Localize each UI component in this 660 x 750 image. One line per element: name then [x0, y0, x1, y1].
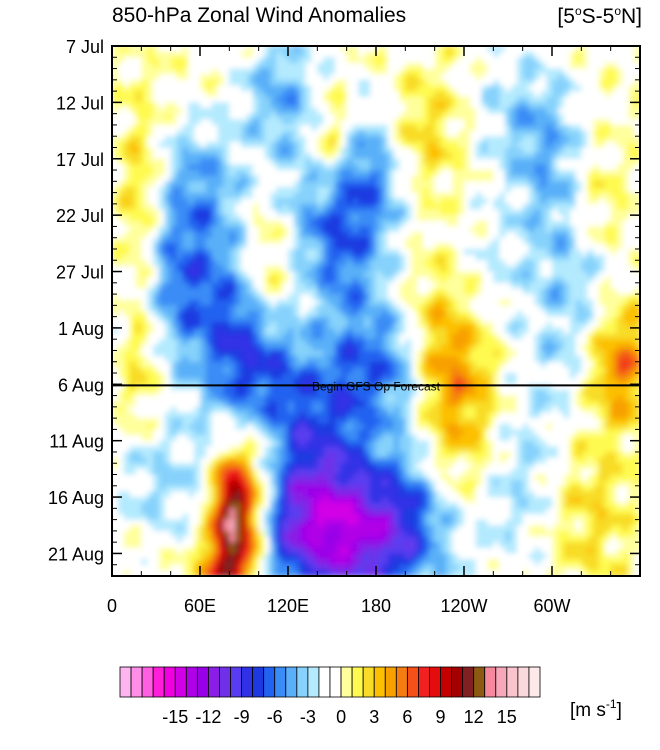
colorbar-swatch [296, 666, 309, 698]
y-tick-label: 11 Aug [49, 432, 104, 452]
colorbar-swatch [440, 666, 452, 698]
colorbar-swatch [130, 666, 143, 698]
colorbar-swatch [329, 666, 342, 698]
y-tick-label: 1 Aug [58, 319, 104, 339]
y-tick-label: 12 Jul [56, 93, 104, 113]
y-tick-label: 17 Jul [56, 150, 104, 170]
colorbar-swatch [152, 666, 165, 698]
colorbar-swatch [340, 666, 353, 698]
y-tick-label: 6 Aug [58, 375, 104, 395]
colorbar-swatch [263, 666, 276, 698]
colorbar-swatch [230, 666, 242, 698]
x-tick-label: 180 [361, 596, 391, 616]
colorbar-swatch [517, 666, 530, 698]
colorbar-swatch [241, 666, 254, 698]
colorbar-swatch [351, 666, 364, 698]
colorbar-swatch [285, 666, 298, 698]
forecast-label: Begin GFS Op Forecast [312, 379, 441, 393]
colorbar-tick-label: 3 [369, 707, 379, 727]
colorbar [119, 666, 541, 698]
y-tick-label: 16 Aug [48, 488, 104, 508]
colorbar-swatch [185, 666, 198, 698]
colorbar-swatch [141, 666, 154, 698]
x-tick-label: 0 [107, 596, 117, 616]
y-tick-label: 21 Aug [48, 544, 104, 564]
y-tick-label: 7 Jul [66, 37, 104, 57]
x-tick-label: 120E [267, 596, 309, 616]
x-axis: 0 60E 120E 180 120W 60W [107, 46, 641, 616]
colorbar-tick-label: -6 [267, 707, 283, 727]
colorbar-tick-label: -15 [162, 707, 188, 727]
colorbar-tick-label: -12 [195, 707, 221, 727]
colorbar-swatch [373, 666, 386, 698]
colorbar-swatch [395, 666, 408, 698]
colorbar-swatch [163, 666, 176, 698]
colorbar-swatch [362, 666, 375, 698]
colorbar-swatch [196, 666, 209, 698]
y-tick-label: 27 Jul [56, 263, 104, 283]
y-tick-label: 22 Jul [56, 206, 104, 226]
y-axis: 7 Jul 12 Jul 17 Jul 22 Jul 27 Jul 1 Aug 6 Aug 1… [48, 37, 640, 577]
colorbar-swatch [252, 666, 265, 698]
colorbar-swatch [274, 666, 287, 698]
x-tick-label: 60W [533, 596, 570, 616]
colorbar-units: [m s-1] [570, 697, 622, 721]
chart-title: 850-hPa Zonal Wind Anomalies [112, 4, 407, 27]
anomaly-field [112, 46, 640, 576]
colorbar-swatch [307, 666, 320, 698]
colorbar-swatch [208, 666, 220, 698]
colorbar-swatch [384, 666, 397, 698]
colorbar-tick-label: 9 [435, 707, 445, 727]
colorbar-swatch [318, 666, 331, 698]
colorbar-swatch [174, 666, 187, 698]
x-tick-label: 120W [440, 596, 487, 616]
colorbar-swatch [484, 666, 497, 698]
colorbar-tick-label: -9 [234, 707, 250, 727]
colorbar-swatch [406, 666, 419, 698]
colorbar-swatch [451, 666, 464, 698]
colorbar-swatch [429, 666, 441, 698]
colorbar-swatch [506, 666, 519, 698]
colorbar-tick-label: 15 [497, 707, 517, 727]
colorbar-swatch [418, 666, 430, 698]
region-label: [5oS-5oN] [557, 4, 642, 28]
colorbar-swatch [528, 666, 541, 698]
colorbar-swatch [219, 666, 231, 698]
colorbar-tick-label: -3 [300, 707, 316, 727]
colorbar-tick-labels: -15 -12 -9 -6 -3 0 3 6 9 12 15 [162, 707, 517, 727]
colorbar-swatch [473, 666, 486, 698]
colorbar-tick-label: 0 [336, 707, 346, 727]
colorbar-tick-label: 12 [464, 707, 484, 727]
colorbar-swatch [119, 666, 132, 698]
colorbar-swatch [495, 666, 508, 698]
colorbar-tick-label: 6 [402, 707, 412, 727]
colorbar-swatch [462, 666, 475, 698]
x-tick-label: 60E [184, 596, 216, 616]
